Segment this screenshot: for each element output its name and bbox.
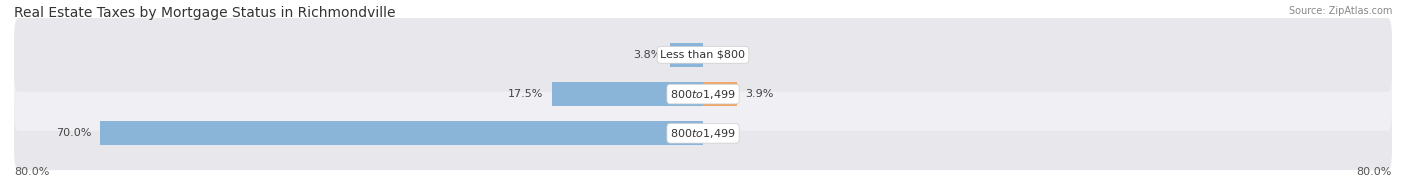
Text: $800 to $1,499: $800 to $1,499 (671, 88, 735, 101)
Text: 70.0%: 70.0% (56, 128, 91, 138)
Text: 80.0%: 80.0% (1357, 167, 1392, 177)
Text: 0.0%: 0.0% (711, 50, 740, 60)
FancyBboxPatch shape (14, 57, 1392, 131)
Legend: Without Mortgage, With Mortgage: Without Mortgage, With Mortgage (581, 192, 825, 196)
Text: 80.0%: 80.0% (14, 167, 49, 177)
Bar (703, 82, 737, 106)
Text: 17.5%: 17.5% (509, 89, 544, 99)
Bar (100, 121, 703, 145)
Text: 3.9%: 3.9% (745, 89, 773, 99)
Bar (553, 82, 703, 106)
FancyBboxPatch shape (14, 18, 1392, 92)
FancyBboxPatch shape (14, 96, 1392, 170)
Text: Source: ZipAtlas.com: Source: ZipAtlas.com (1288, 6, 1392, 16)
Text: Real Estate Taxes by Mortgage Status in Richmondville: Real Estate Taxes by Mortgage Status in … (14, 6, 395, 20)
Text: Less than $800: Less than $800 (661, 50, 745, 60)
Text: 3.8%: 3.8% (633, 50, 662, 60)
Text: $800 to $1,499: $800 to $1,499 (671, 127, 735, 140)
Text: 0.0%: 0.0% (711, 128, 740, 138)
Bar (671, 43, 703, 67)
